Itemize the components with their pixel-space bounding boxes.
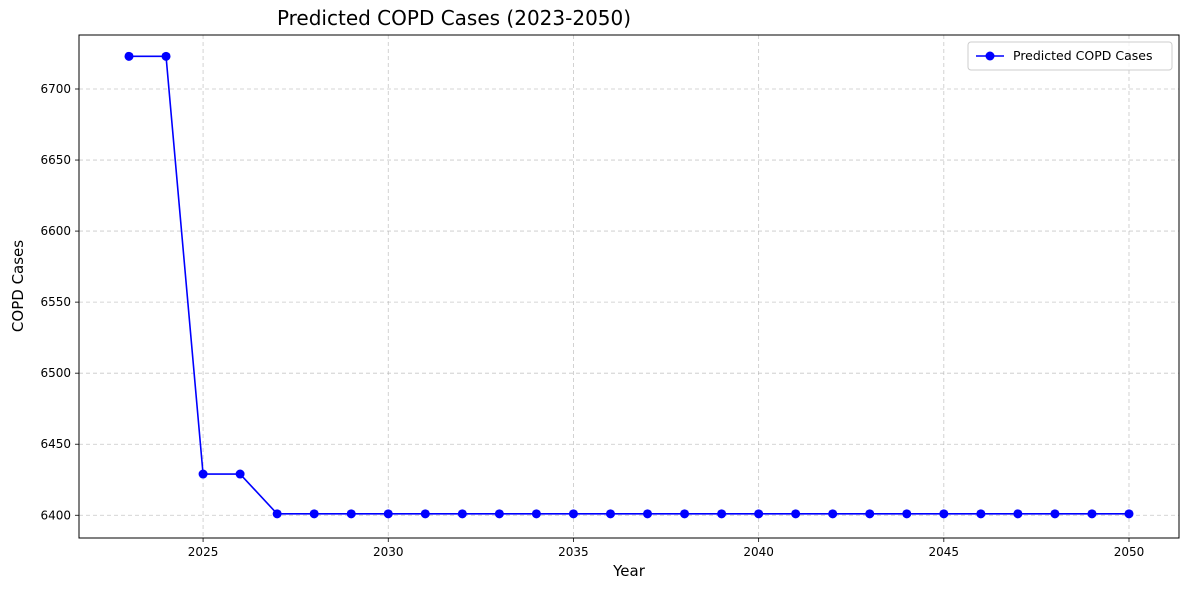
- x-tick-label: 2035: [558, 545, 589, 559]
- legend-label: Predicted COPD Cases: [1013, 48, 1152, 63]
- data-point: [309, 509, 319, 519]
- x-tick-label: 2030: [373, 545, 404, 559]
- data-point: [754, 509, 764, 519]
- y-axis-title: COPD Cases: [9, 240, 27, 332]
- plot-frame: [78, 34, 1180, 539]
- data-point: [717, 509, 727, 519]
- data-point: [828, 509, 838, 519]
- y-tick-label: 6400: [40, 508, 71, 522]
- data-point: [198, 469, 208, 479]
- data-point: [161, 51, 171, 61]
- legend: Predicted COPD Cases: [967, 41, 1173, 71]
- x-tick-label: 2045: [929, 545, 960, 559]
- data-point: [680, 509, 690, 519]
- chart-title: Predicted COPD Cases (2023-2050): [277, 6, 631, 30]
- data-point: [1124, 509, 1134, 519]
- data-point: [383, 509, 393, 519]
- data-point: [865, 509, 875, 519]
- data-point: [902, 509, 912, 519]
- x-tick-label: 2025: [188, 545, 219, 559]
- data-point: [976, 509, 986, 519]
- data-point: [494, 509, 504, 519]
- y-tick-label: 6550: [40, 295, 71, 309]
- y-tick-label: 6450: [40, 437, 71, 451]
- data-point: [420, 509, 430, 519]
- y-tick-label: 6600: [40, 224, 71, 238]
- y-tick-label: 6500: [40, 366, 71, 380]
- series-line: [129, 55, 1129, 515]
- data-point: [272, 509, 282, 519]
- series-layer: [124, 51, 1134, 519]
- y-tick-label: 6700: [40, 82, 71, 96]
- x-tick-label: 2040: [743, 545, 774, 559]
- data-point: [235, 469, 245, 479]
- data-point: [1087, 509, 1097, 519]
- legend-marker: [985, 51, 995, 61]
- data-point: [1050, 509, 1060, 519]
- grid-lines: [79, 35, 1179, 538]
- data-point: [643, 509, 653, 519]
- data-point: [124, 51, 134, 61]
- data-point: [939, 509, 949, 519]
- y-tick-label: 6650: [40, 153, 71, 167]
- data-point: [1013, 509, 1023, 519]
- data-point: [568, 509, 578, 519]
- data-point: [346, 509, 356, 519]
- axis-ticks: 2025 2030 2035 2040 2045 2050 6400 6450 6500 6550…: [40, 82, 1144, 559]
- legend-box: [967, 41, 1173, 71]
- x-axis-title: Year: [612, 562, 646, 580]
- data-point: [457, 509, 467, 519]
- data-point: [605, 509, 615, 519]
- x-tick-label: 2050: [1114, 545, 1145, 559]
- data-point: [531, 509, 541, 519]
- data-point: [791, 509, 801, 519]
